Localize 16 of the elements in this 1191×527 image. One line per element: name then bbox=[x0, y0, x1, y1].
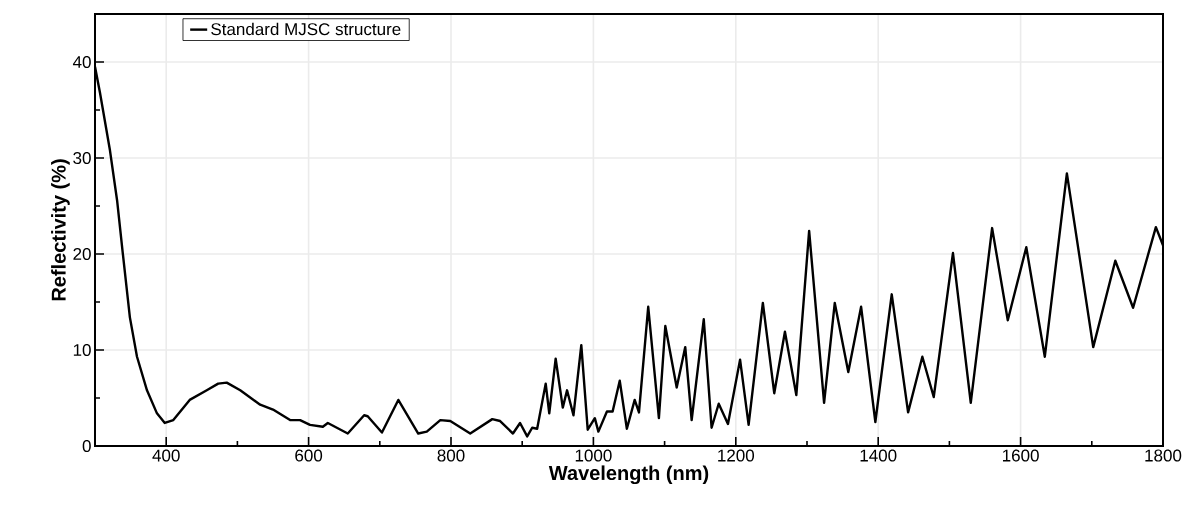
x-tick-label: 1400 bbox=[860, 449, 897, 462]
x-tick-label: 1000 bbox=[575, 449, 612, 462]
y-axis-title: Reflectivity (%) bbox=[51, 159, 70, 301]
x-tick-label: 1800 bbox=[1145, 449, 1182, 462]
x-axis-title: Wavelength (nm) bbox=[548, 465, 709, 485]
x-tick-label: 800 bbox=[437, 449, 465, 462]
x-tick-label: 600 bbox=[295, 449, 323, 462]
x-tick-label: 1200 bbox=[718, 449, 755, 462]
x-tick-label: 400 bbox=[152, 449, 180, 462]
y-tick-label: 40 bbox=[72, 55, 91, 69]
y-tick-label: 30 bbox=[73, 151, 91, 165]
y-tick-label: 0 bbox=[82, 439, 91, 453]
y-tick-label: 20 bbox=[73, 247, 91, 261]
x-tick-label: 1600 bbox=[1002, 449, 1039, 462]
y-tick-label: 10 bbox=[73, 343, 91, 357]
legend-label: Standard MJSC structure bbox=[211, 22, 401, 36]
